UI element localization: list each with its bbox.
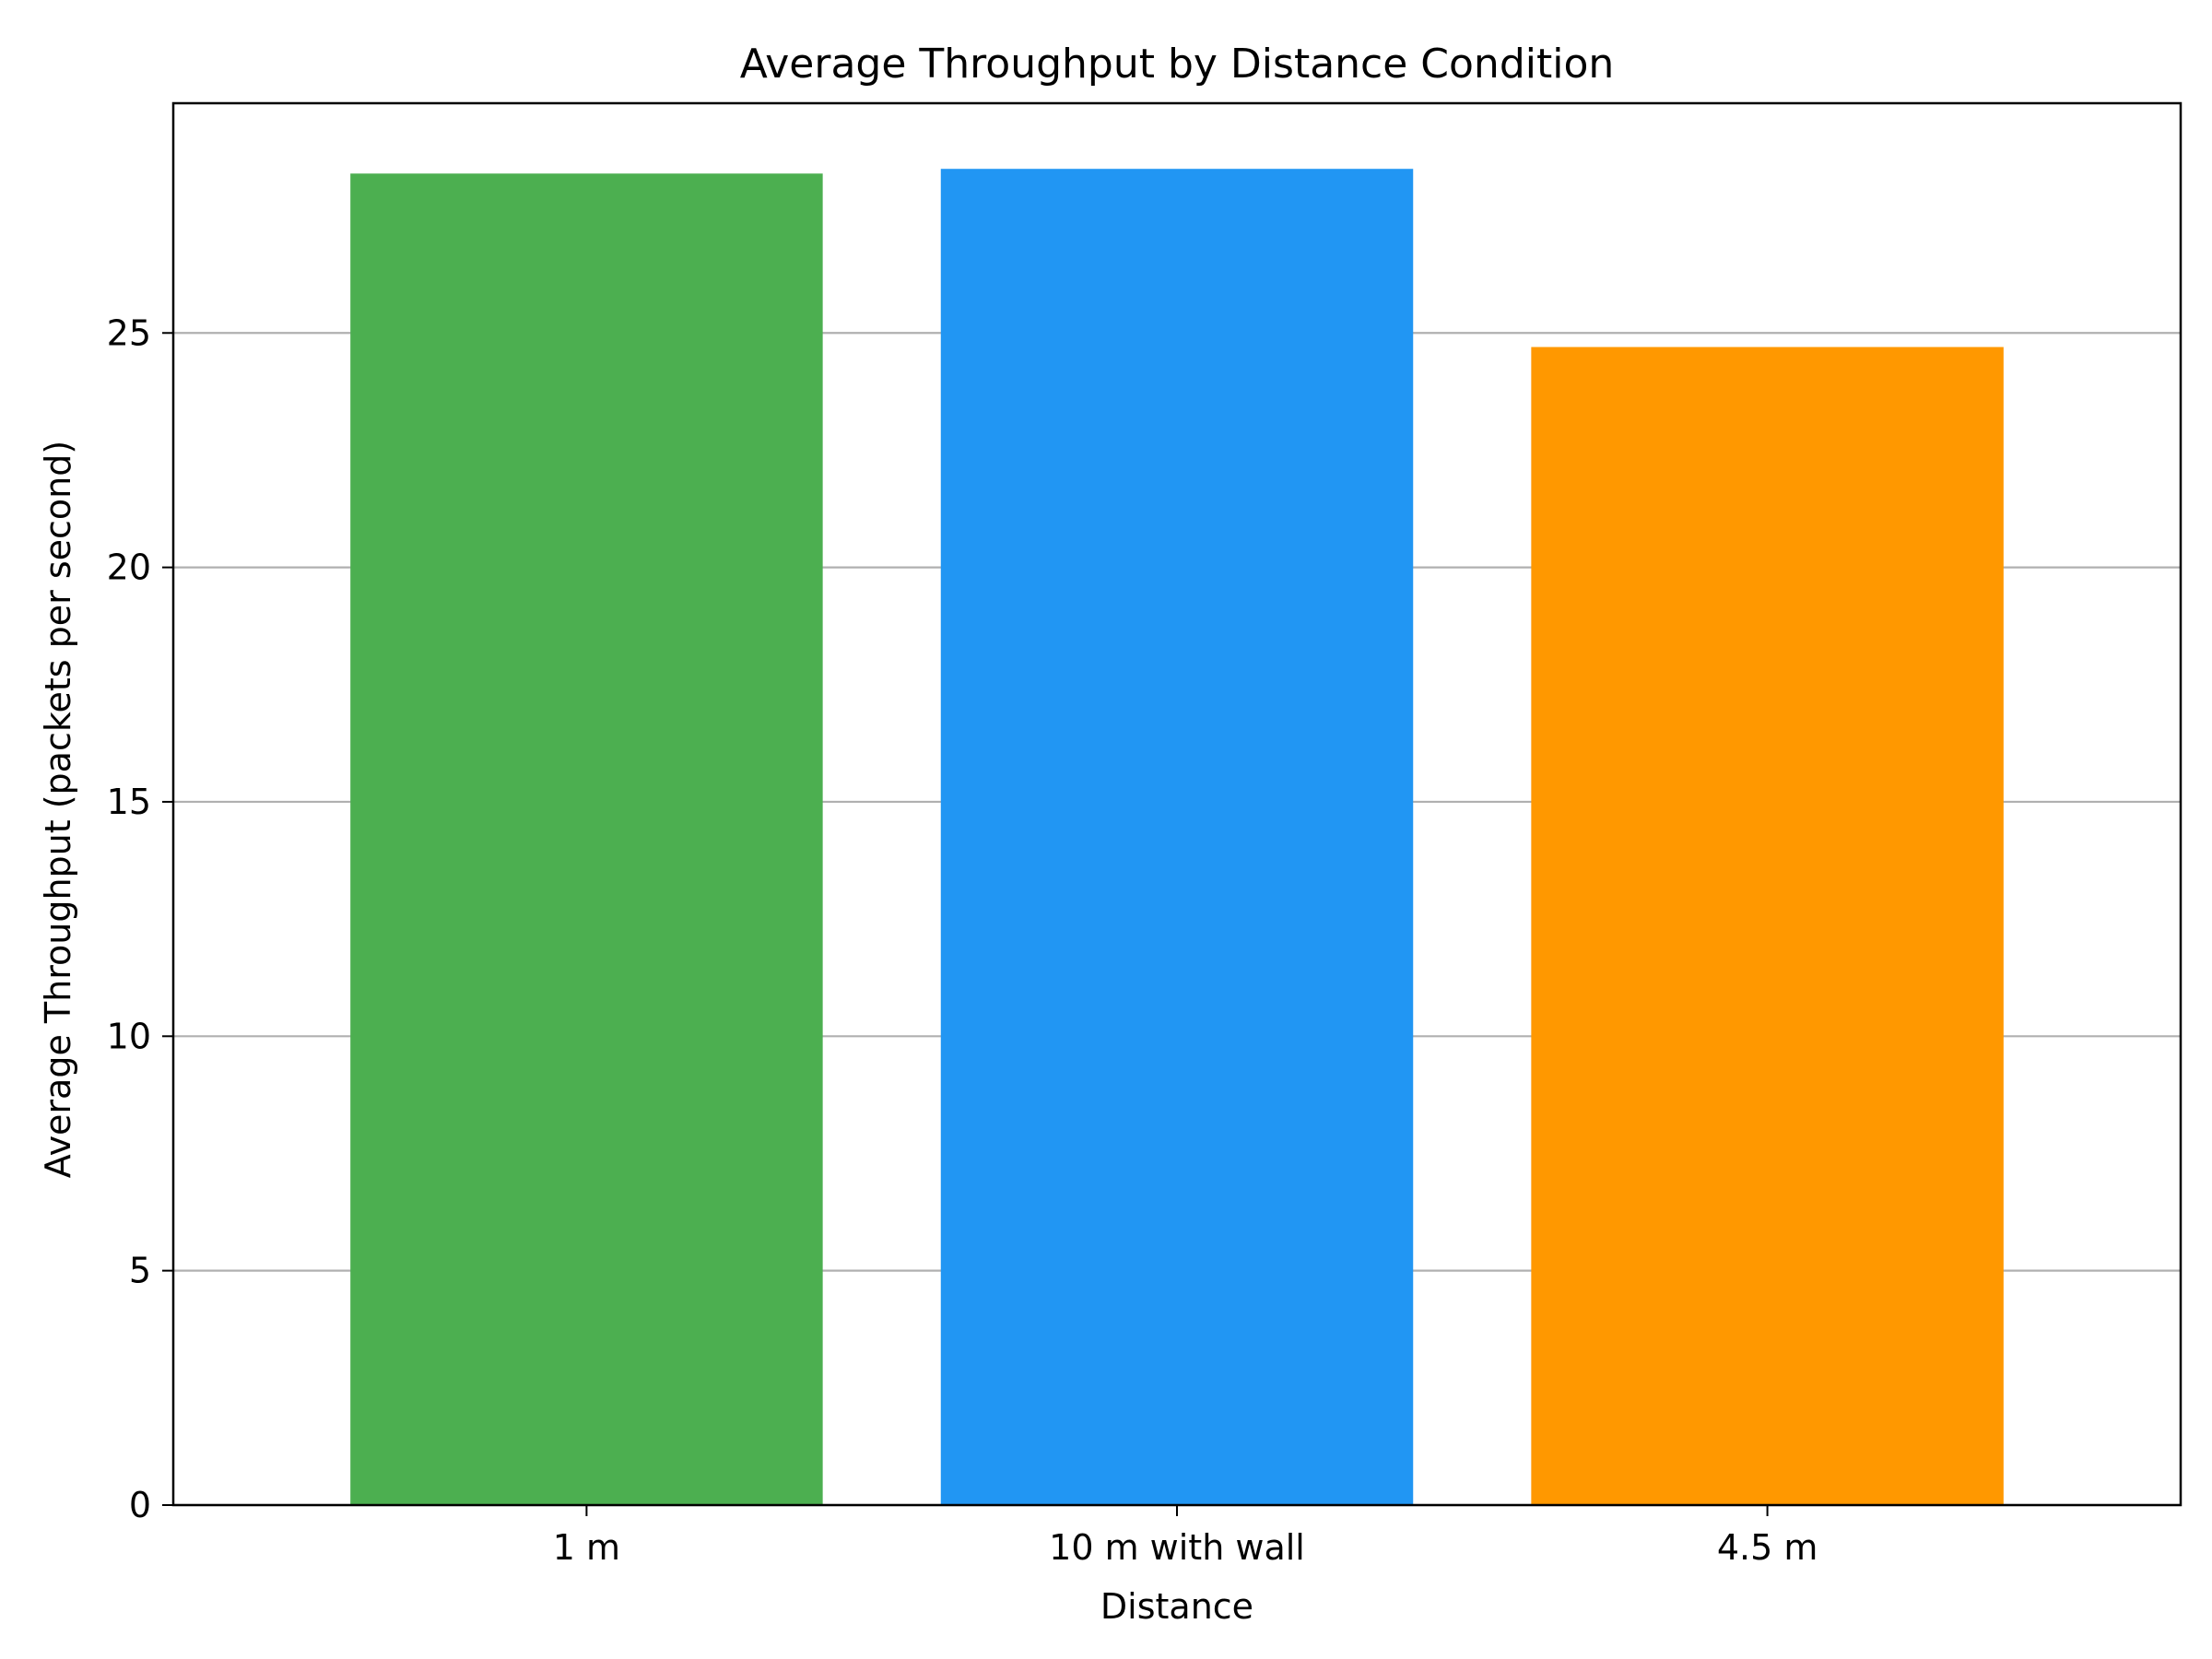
y-axis-label: Average Throughput (packets per second)	[38, 441, 78, 1178]
bar-4-5-m	[1531, 347, 2004, 1505]
y-tick-label: 20	[107, 547, 151, 588]
y-tick-label: 0	[129, 1485, 151, 1525]
bar-1-m	[350, 173, 823, 1506]
y-axis-ticks: 0 5 10 15 20 25	[107, 312, 173, 1525]
x-tick-label: 4.5 m	[1717, 1527, 1818, 1568]
x-tick-label: 1 m	[553, 1527, 620, 1568]
y-tick-label: 10	[107, 1016, 151, 1056]
bars	[350, 169, 2004, 1506]
chart-title: Average Throughput by Distance Condition	[740, 41, 1615, 88]
x-tick-label: 10 m with wall	[1049, 1527, 1305, 1568]
y-tick-label: 15	[107, 782, 151, 822]
y-tick-label: 5	[129, 1251, 151, 1291]
y-tick-label: 25	[107, 312, 151, 353]
x-axis-ticks: 1 m 10 m with wall 4.5 m	[553, 1505, 1818, 1568]
bar-10-m-with-wall	[940, 169, 1414, 1505]
x-axis-label: Distance	[1100, 1586, 1253, 1627]
